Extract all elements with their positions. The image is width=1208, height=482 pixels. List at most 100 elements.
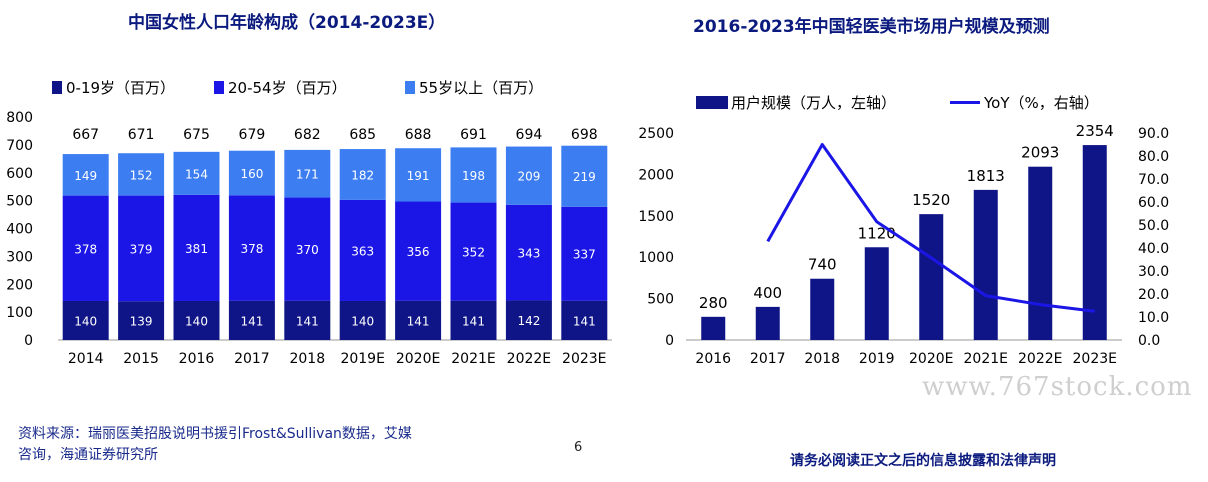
left-x-tick-label: 2018 [289, 351, 325, 367]
legend-label-20-54: 20-54岁（百万） [228, 79, 347, 97]
left-segment-label: 363 [351, 244, 374, 258]
legend-label-0-19: 0-19岁（百万） [66, 79, 176, 97]
left-segment-label: 209 [517, 170, 540, 184]
yoy-line-series [766, 143, 1095, 313]
left-bar-segment [228, 195, 275, 301]
right-right-y-tick-label: 90.0 [1138, 126, 1169, 142]
right-bar [919, 214, 944, 340]
left-bar-segment [62, 300, 109, 340]
right-x-tick-label: 2016 [695, 351, 731, 367]
left-bar-segment [450, 202, 497, 301]
right-bar [864, 247, 889, 340]
left-bar-segment [173, 300, 220, 340]
left-bar-segment [450, 300, 497, 340]
left-y-tick-label: 200 [6, 277, 33, 293]
right-bar-label: 1120 [858, 224, 896, 242]
left-y-tick-label: 500 [6, 194, 33, 210]
left-segment-label: 149 [74, 169, 97, 183]
left-segment-label: 142 [517, 314, 540, 328]
legend-swatch-0-19 [52, 81, 62, 94]
left-bar-segment [505, 300, 552, 340]
disclaimer: 请务必阅读正文之后的信息披露和法律声明 [790, 453, 1056, 469]
legend-item-users: 用户规模（万人，左轴） [696, 92, 896, 113]
left-bar-segment [561, 145, 608, 207]
left-segment-label: 141 [407, 314, 430, 328]
right-bar-label: 2093 [1021, 144, 1059, 162]
left-bar-segment [505, 146, 552, 205]
left-total-label: 691 [460, 127, 487, 143]
left-total-label: 667 [72, 127, 99, 143]
right-x-tick-label: 2017 [750, 351, 786, 367]
left-segment-label: 141 [462, 314, 485, 328]
left-segment-label: 154 [185, 167, 208, 181]
left-x-tick-label: 2016 [179, 351, 215, 367]
left-bar-segment [395, 300, 442, 340]
left-total-label: 688 [405, 127, 432, 143]
page-number: 6 [574, 440, 583, 455]
right-x-tick-label: 2018 [804, 351, 840, 367]
left-segment-label: 381 [185, 242, 208, 256]
legend-swatch-55 [405, 81, 415, 94]
left-chart-title: 中国女性人口年龄构成（2014-2023E） [128, 13, 446, 33]
legend-swatch-users [696, 96, 728, 109]
right-right-y-tick-label: 40.0 [1138, 241, 1169, 257]
watermark: www.767stock.com [922, 372, 1193, 402]
left-y-tick-label: 400 [6, 222, 33, 238]
left-x-tick-label: 2020E [396, 351, 440, 367]
left-segment-label: 378 [74, 242, 97, 256]
left-total-label: 682 [294, 127, 321, 143]
left-segment-label: 219 [573, 170, 596, 184]
left-segment-label: 352 [462, 246, 485, 260]
left-bar-segment [284, 197, 331, 301]
left-bar-segment [173, 151, 220, 195]
left-segment-label: 379 [130, 242, 153, 256]
right-right-y-tick-label: 20.0 [1138, 287, 1169, 303]
left-total-label: 675 [183, 127, 210, 143]
left-x-tick-label: 2017 [234, 351, 270, 367]
right-bar [701, 316, 726, 340]
legend-label-users: 用户规模（万人，左轴） [731, 94, 897, 112]
right-bar [1028, 166, 1053, 340]
left-bar-segment [450, 147, 497, 203]
left-total-label: 671 [128, 127, 155, 143]
left-y-tick-label: 700 [6, 138, 33, 154]
right-right-y-tick-label: 60.0 [1138, 195, 1169, 211]
left-x-tick-label: 2014 [68, 351, 104, 367]
right-x-tick-label: 2021E [964, 351, 1008, 367]
right-bar [1082, 145, 1107, 340]
left-total-label: 679 [239, 127, 266, 143]
left-bar-segment [561, 300, 608, 340]
left-segment-label: 378 [240, 242, 263, 256]
left-bar-segment [284, 149, 331, 198]
right-right-y-tick-label: 70.0 [1138, 172, 1169, 188]
left-x-tick-label: 2023E [562, 351, 606, 367]
left-segment-label: 343 [517, 247, 540, 261]
source-note-line2: 咨询，海通证券研究所 [18, 447, 158, 463]
right-left-y-tick-label: 1500 [638, 209, 674, 225]
legend-line-yoy [950, 101, 980, 104]
right-left-y-tick-label: 2500 [638, 126, 674, 142]
left-bar-segment [118, 195, 165, 302]
right-bar-label: 1813 [967, 167, 1005, 185]
left-bar-segment [561, 206, 608, 301]
left-segment-label: 198 [462, 169, 485, 183]
right-x-tick-label: 2022E [1018, 351, 1062, 367]
left-total-label: 698 [571, 127, 598, 143]
left-segment-label: 141 [240, 314, 263, 328]
left-segment-label: 141 [573, 314, 596, 328]
right-right-y-tick-label: 0.0 [1138, 333, 1160, 349]
left-segment-label: 140 [74, 314, 97, 328]
left-x-tick-label: 2015 [123, 351, 159, 367]
left-segment-label: 140 [185, 314, 208, 328]
right-bar [810, 278, 835, 340]
right-right-y-tick-label: 80.0 [1138, 149, 1169, 165]
left-segment-label: 160 [240, 167, 263, 181]
left-bar-segment [284, 300, 331, 340]
right-right-y-tick-label: 30.0 [1138, 264, 1169, 280]
right-x-tick-label: 2020E [909, 351, 953, 367]
left-x-tick-label: 2021E [451, 351, 495, 367]
legend-item-0-19: 0-19岁（百万） [52, 77, 175, 98]
left-bar-segment [228, 150, 275, 196]
right-bar-label: 2354 [1076, 122, 1114, 140]
